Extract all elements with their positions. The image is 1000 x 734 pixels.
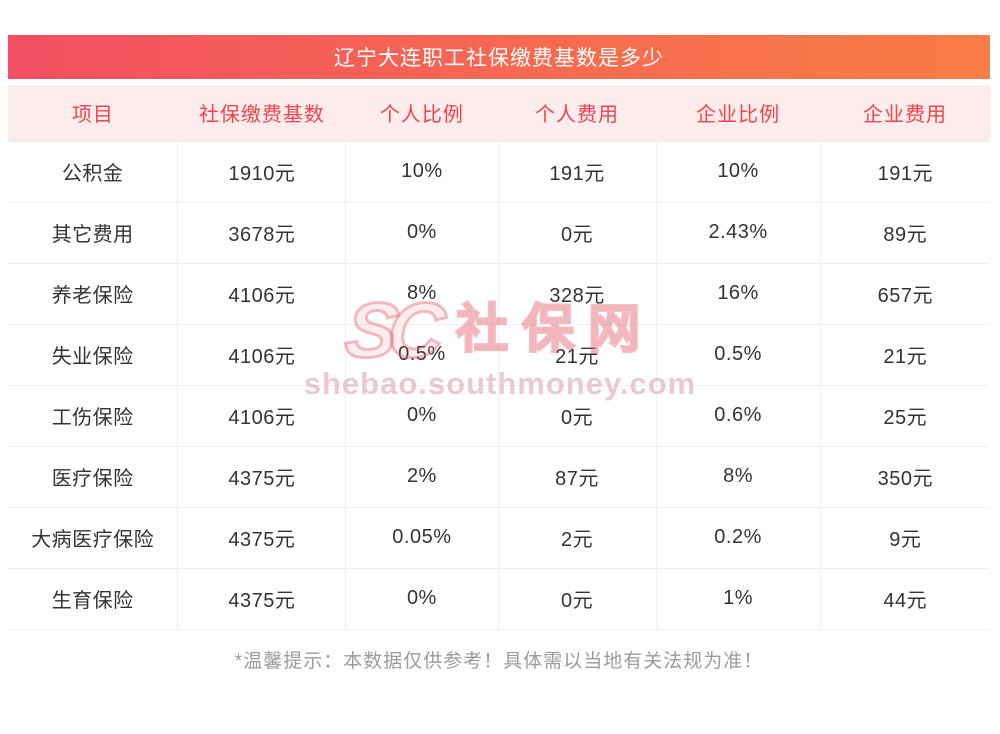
- table-cell: 0.6%: [655, 384, 821, 446]
- row-label: 公积金: [8, 140, 178, 202]
- page-title: 辽宁大连职工社保缴费基数是多少: [334, 47, 664, 70]
- table-cell: 0%: [345, 384, 498, 446]
- table-cell: 4106元: [177, 323, 346, 385]
- table-cell: 0.2%: [655, 506, 821, 568]
- title-banner: 辽宁大连职工社保缴费基数是多少: [8, 35, 990, 79]
- table-cell: 657元: [819, 262, 990, 324]
- table-cell: 21元: [497, 323, 657, 385]
- row-label: 医疗保险: [8, 445, 178, 507]
- table-row: 生育保险 4375元 0% 0元 1% 44元: [8, 567, 990, 630]
- table-cell: 44元: [819, 567, 990, 630]
- column-header: 企业费用: [820, 85, 990, 141]
- table-cell: 2%: [345, 445, 498, 507]
- table-row: 工伤保险 4106元 0% 0元 0.6% 25元: [8, 384, 990, 446]
- row-label: 养老保险: [8, 262, 178, 324]
- table-cell: 0元: [497, 567, 657, 630]
- column-header: 企业比例: [656, 85, 821, 141]
- table-cell: 0.5%: [655, 323, 821, 385]
- column-header: 个人比例: [345, 85, 498, 141]
- table-cell: 4375元: [177, 567, 346, 630]
- table-body: 公积金 1910元 10% 191元 10% 191元 其它费用 3678元 0% 0元 2.43%…: [8, 140, 990, 630]
- table-cell: 0%: [345, 201, 498, 263]
- table-cell: 1%: [655, 567, 821, 630]
- row-label: 失业保险: [8, 323, 178, 385]
- table-cell: 191元: [819, 140, 990, 202]
- table-cell: 2元: [497, 506, 657, 568]
- table-cell: 16%: [655, 262, 821, 324]
- table-cell: 1910元: [177, 140, 346, 202]
- row-label: 其它费用: [8, 201, 178, 263]
- table-cell: 191元: [497, 140, 657, 202]
- table-cell: 328元: [497, 262, 657, 324]
- table-cell: 10%: [345, 140, 498, 202]
- social-security-table-area: 辽宁大连职工社保缴费基数是多少 项目 社保缴费基数 个人比例 个人费用 企业比例 企业费用…: [8, 35, 990, 673]
- row-label: 生育保险: [8, 567, 178, 630]
- social-security-table: 项目 社保缴费基数 个人比例 个人费用 企业比例 企业费用 公积金 1910元 10% 191元…: [8, 85, 990, 630]
- table-row: 公积金 1910元 10% 191元 10% 191元: [8, 140, 990, 202]
- table-cell: 25元: [819, 384, 990, 446]
- table-cell: 4106元: [177, 262, 346, 324]
- table-cell: 4375元: [177, 506, 346, 568]
- row-label: 工伤保险: [8, 384, 178, 446]
- table-row: 医疗保险 4375元 2% 87元 8% 350元: [8, 445, 990, 507]
- table-cell: 8%: [345, 262, 498, 324]
- table-cell: 10%: [655, 140, 821, 202]
- table-row: 其它费用 3678元 0% 0元 2.43% 89元: [8, 201, 990, 263]
- column-header: 个人费用: [498, 85, 657, 141]
- table-cell: 4375元: [177, 445, 346, 507]
- table-row: 失业保险 4106元 0.5% 21元 0.5% 21元: [8, 323, 990, 385]
- table-row: 养老保险 4106元 8% 328元 16% 657元: [8, 262, 990, 324]
- footer-note: *温馨提示：本数据仅供参考！具体需以当地有关法规为准！: [234, 650, 764, 672]
- table-cell: 350元: [819, 445, 990, 507]
- table-cell: 8%: [655, 445, 821, 507]
- table-cell: 0元: [497, 201, 657, 263]
- table-row: 大病医疗保险 4375元 0.05% 2元 0.2% 9元: [8, 506, 990, 568]
- table-cell: 9元: [819, 506, 990, 568]
- table-cell: 2.43%: [655, 201, 821, 263]
- table-cell: 4106元: [177, 384, 346, 446]
- table-cell: 0元: [497, 384, 657, 446]
- row-label: 大病医疗保险: [8, 506, 178, 568]
- table-cell: 0%: [345, 567, 498, 630]
- table-cell: 21元: [819, 323, 990, 385]
- table-header-row: 项目 社保缴费基数 个人比例 个人费用 企业比例 企业费用: [8, 85, 990, 141]
- table-cell: 87元: [497, 445, 657, 507]
- table-head: 项目 社保缴费基数 个人比例 个人费用 企业比例 企业费用: [8, 85, 990, 141]
- table-cell: 0.5%: [345, 323, 498, 385]
- table-cell: 0.05%: [345, 506, 498, 568]
- column-header: 社保缴费基数: [177, 85, 346, 141]
- table-cell: 89元: [819, 201, 990, 263]
- table-cell: 3678元: [177, 201, 346, 263]
- column-header: 项目: [8, 85, 178, 141]
